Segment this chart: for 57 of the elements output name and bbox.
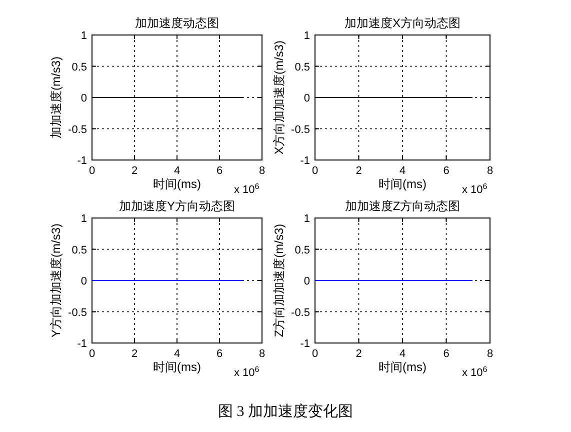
y-tick-label: 0	[304, 276, 310, 288]
x-axis-title: 时间(ms)	[378, 177, 426, 191]
y-tick-label: -1	[77, 338, 87, 350]
x-axis-title: 时间(ms)	[378, 360, 426, 374]
x-tick-label: 6	[216, 348, 223, 360]
y-tick-label: -1	[77, 155, 87, 167]
chart-title: 加加速度Z方向动态图	[344, 199, 460, 213]
y-tick-label: 0.5	[72, 61, 87, 74]
y-tick-label: 1	[80, 30, 87, 42]
x-tick-label: 4	[399, 165, 406, 177]
x-tick-label: 6	[216, 165, 223, 177]
y-axis-title: Z方向加加速度(m/s3)	[272, 224, 286, 338]
y-axis-title: X方向加加速度(m/s3)	[272, 40, 286, 154]
x-tick-label: 8	[258, 165, 266, 177]
y-tick-label: -1	[300, 338, 310, 350]
chart-title: 加加速度Y方向动态图	[118, 199, 236, 213]
caption: 图 3 加加速度变化图	[218, 403, 353, 420]
text: x 10$^{6}$	[462, 364, 488, 379]
x-tick-label: 4	[399, 348, 406, 360]
x-tick-label: 8	[486, 348, 494, 360]
x-tick-label: 0	[88, 165, 96, 177]
y-tick-label: -0.5	[68, 306, 87, 319]
y-tick-label: 1	[80, 213, 87, 225]
y-tick-label: 0.5	[72, 244, 87, 256]
x-tick-label: 4	[174, 348, 180, 360]
y-axis-title: Y方向加加速度(m/s3)	[49, 223, 63, 338]
x-tick-label: 2	[131, 165, 138, 177]
x-axis-title: 时间(ms)	[153, 360, 201, 374]
x-tick-label: 2	[356, 165, 362, 177]
x-tick-label: 0	[88, 348, 96, 360]
y-tick-label: 1	[304, 30, 310, 42]
x-tick-label: 2	[356, 348, 362, 360]
y-tick-label: 1	[304, 213, 310, 225]
text: x 10$^{6}$	[462, 182, 488, 196]
x-tick-label: 2	[131, 348, 138, 360]
x-tick-label: 4	[174, 165, 180, 177]
y-axis-title: 加加速度(m/s3)	[49, 56, 63, 138]
y-tick-label: 0.5	[294, 244, 310, 256]
y-tick-label: 0	[80, 92, 87, 104]
x-tick-label: 8	[486, 165, 494, 177]
x-tick-label: 6	[443, 165, 450, 177]
x-tick-label: 0	[312, 165, 318, 177]
chart-title: 加加速度动态图	[135, 16, 219, 30]
x-axis-title: 时间(ms)	[153, 177, 201, 191]
y-tick-label: -1	[300, 155, 310, 167]
y-tick-label: 0	[80, 276, 87, 288]
y-tick-label: -0.5	[68, 124, 87, 136]
text: x 10$^{6}$	[234, 364, 260, 379]
x-tick-label: 6	[443, 348, 450, 360]
y-tick-label: 0.5	[294, 61, 310, 74]
x-tick-label: 8	[258, 348, 266, 360]
x-tick-label: 0	[312, 348, 318, 360]
text: x 10$^{6}$	[234, 182, 260, 196]
y-tick-label: -0.5	[291, 306, 310, 319]
y-tick-label: 0	[304, 92, 310, 104]
chart-title: 加加速度X方向动态图	[344, 16, 461, 30]
y-tick-label: -0.5	[291, 124, 310, 136]
